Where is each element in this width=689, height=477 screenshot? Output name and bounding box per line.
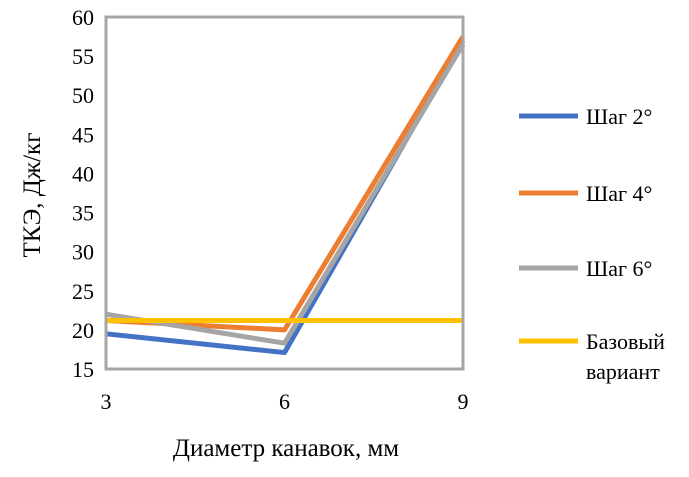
series-line — [105, 35, 466, 333]
legend-label: Шаг 6° — [586, 256, 652, 281]
y-tick-label: 45 — [72, 122, 94, 147]
series-line — [105, 43, 466, 346]
legend-label: Шаг 4° — [586, 181, 652, 206]
x-axis-label: Диаметр канавок, мм — [173, 435, 399, 462]
y-tick-label: 15 — [72, 357, 94, 382]
x-tick-label: 9 — [458, 389, 469, 414]
y-axis-label: ТКЭ, Дж/кг — [19, 133, 46, 258]
y-tick-label: 40 — [72, 161, 94, 186]
y-tick-label: 25 — [72, 279, 94, 304]
legend-label: вариант — [586, 359, 660, 384]
series-line — [105, 39, 466, 356]
y-tick-label: 30 — [72, 240, 94, 265]
plot-frame — [104, 15, 465, 371]
legend-label: Базовый — [586, 329, 665, 354]
y-tick-label: 35 — [72, 201, 94, 226]
x-tick-label: 6 — [279, 389, 290, 414]
x-tick-label: 3 — [101, 389, 112, 414]
y-tick-label: 60 — [72, 5, 94, 30]
y-tick-label: 20 — [72, 318, 94, 343]
legend-label: Шаг 2° — [586, 104, 652, 129]
y-tick-label: 50 — [72, 83, 94, 108]
y-tick-label: 55 — [72, 44, 94, 69]
